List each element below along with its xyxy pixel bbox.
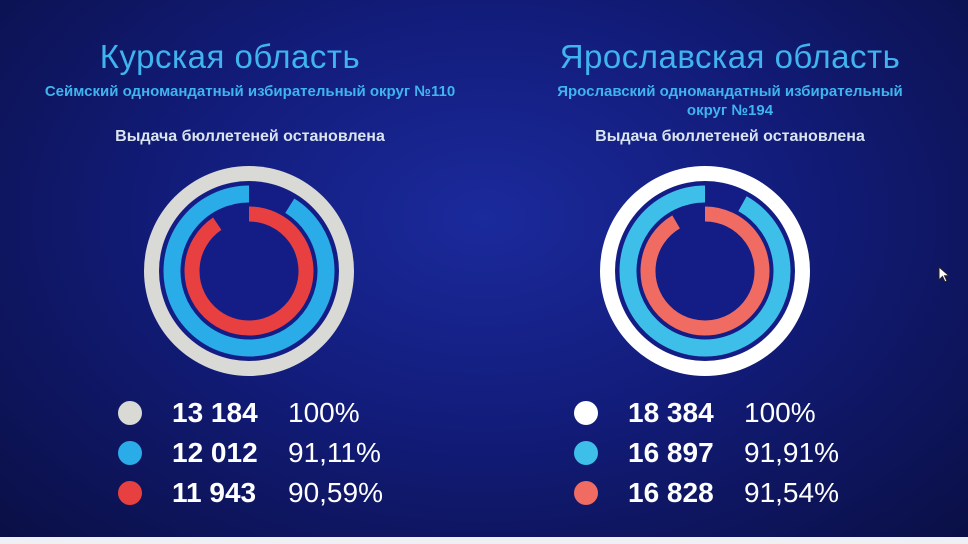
- legend-row: 11 943 90,59%: [118, 473, 383, 513]
- status-note: Выдача бюллетеней остановлена: [115, 128, 385, 145]
- status-note: Выдача бюллетеней остановлена: [595, 128, 865, 145]
- count-value: 11 943: [172, 477, 257, 508]
- district-subtitle: Сеймский одномандатный избирательный окр…: [44, 83, 456, 100]
- legend-row: 13 184 100%: [118, 393, 383, 433]
- region-title: Ярославская область: [559, 38, 901, 75]
- legend-dot: [574, 481, 598, 505]
- legend-row: 16 897 91,91%: [574, 433, 839, 473]
- count-value: 16 828: [628, 477, 714, 508]
- ring-series-3: [640, 206, 770, 336]
- legend-row: 12 012 91,11%: [118, 433, 383, 473]
- percent-value: 91,11%: [288, 437, 381, 468]
- percent-value: 91,54%: [744, 477, 839, 508]
- legend-dot: [118, 481, 142, 505]
- yaroslavl-panel: Ярославская область Ярославский одноманд…: [490, 0, 968, 544]
- ring-series-2: [619, 185, 791, 357]
- count-value: 18 384: [628, 397, 714, 428]
- screen-bezel-edge: [0, 537, 968, 544]
- count-value: 16 897: [628, 437, 714, 468]
- kursk-panel: Курская область Сеймский одномандатный и…: [0, 0, 480, 544]
- ring-series-3: [184, 206, 314, 336]
- legend: 13 184 100% 12 012 91,11% 11 943 90,59%: [118, 393, 383, 513]
- legend: 18 384 100% 16 897 91,91% 16 828 91,54%: [574, 393, 839, 513]
- yaroslavl-donut-chart: [600, 166, 810, 376]
- count-value: 12 012: [172, 437, 258, 468]
- count-value: 13 184: [172, 397, 258, 428]
- legend-dot: [118, 441, 142, 465]
- legend-row: 18 384 100%: [574, 393, 839, 433]
- percent-value: 91,91%: [744, 437, 839, 468]
- legend-dot: [574, 441, 598, 465]
- percent-value: 100%: [744, 397, 816, 428]
- district-subtitle: Ярославский одномандатный избирательный …: [557, 83, 903, 119]
- percent-value: 100%: [288, 397, 360, 428]
- legend-dot: [118, 401, 142, 425]
- ring-series-2: [163, 185, 335, 357]
- percent-value: 90,59%: [288, 477, 383, 508]
- legend-dot: [574, 401, 598, 425]
- mouse-cursor-icon: [938, 266, 950, 283]
- legend-row: 16 828 91,54%: [574, 473, 839, 513]
- kursk-donut-chart: [144, 166, 354, 376]
- region-title: Курская область: [99, 38, 361, 75]
